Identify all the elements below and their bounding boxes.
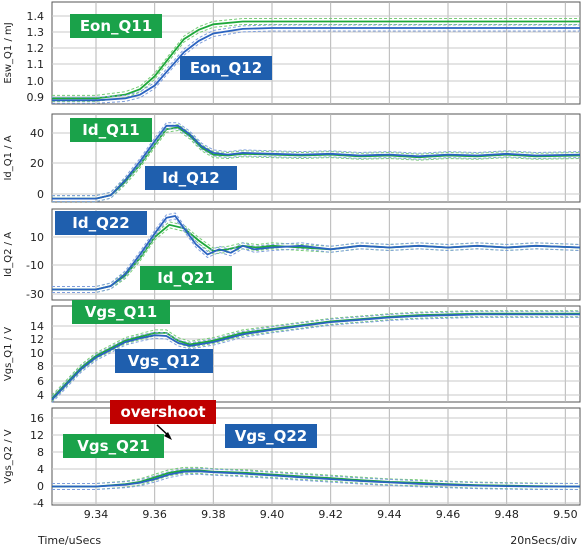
series-envelope-upper: [52, 212, 581, 287]
y-tick-label: 0.9: [27, 91, 45, 104]
series-label: Id_Q11: [82, 121, 139, 139]
y-tick-label: 1.0: [27, 75, 45, 88]
y-tick-label: 0: [37, 188, 44, 201]
series-label-box: [70, 14, 162, 38]
series-label: Id_Q22: [72, 214, 129, 232]
series-envelope-lower: [52, 128, 581, 203]
x-tick-label: 9.50: [553, 508, 578, 521]
series-label: Eon_Q11: [80, 17, 152, 35]
series-label-box: [115, 349, 213, 373]
series-envelope-lower: [51, 316, 580, 404]
series-label: Vgs_Q22: [235, 427, 307, 445]
x-axis-label: Time/uSecs: [38, 534, 102, 547]
series-label: Vgs_Q12: [128, 352, 200, 370]
y-axis-label: Esw_Q1 / mJ: [3, 22, 14, 83]
y-tick-label: 4: [37, 389, 44, 402]
y-axis-label: Id_Q2 / A: [3, 232, 14, 277]
y-tick-label: 1.2: [27, 42, 45, 55]
series-label: Vgs_Q11: [85, 303, 157, 321]
x-tick-label: 9.38: [201, 508, 226, 521]
series-label: Id_Q12: [162, 169, 219, 187]
series-label: Id_Q21: [157, 269, 214, 287]
y-tick-label: -30: [26, 288, 44, 301]
y-tick-label: 12: [30, 333, 44, 346]
series-line: [52, 124, 581, 200]
y-axis-label: Vgs_Q1 / V: [3, 327, 14, 381]
x-tick-label: 9.44: [377, 508, 402, 521]
x-tick-label: 9.36: [142, 508, 167, 521]
series-envelope-upper: [51, 310, 580, 396]
y-tick-label: 1.1: [27, 58, 45, 71]
y-tick-label: 4: [37, 463, 44, 476]
series-label-box: [55, 211, 147, 235]
series-line: [51, 313, 580, 401]
y-tick-label: 0: [37, 480, 44, 493]
series-label-box: [72, 300, 170, 324]
y-tick-label: 20: [30, 157, 44, 170]
series-label-box: [145, 166, 237, 190]
y-tick-label: 1.3: [27, 26, 45, 39]
series-label-box: [140, 266, 232, 290]
series-envelope-upper: [52, 467, 580, 484]
series-envelope-lower: [51, 316, 580, 402]
y-tick-label: 10: [30, 231, 44, 244]
x-tick-label: 9.40: [260, 508, 285, 521]
series-label: Vgs_Q21: [77, 437, 149, 455]
y-axis-label: Vgs_Q2 / V: [3, 429, 14, 483]
series-envelope-lower: [52, 218, 581, 293]
series-envelope-lower: [52, 129, 581, 203]
time-scale-label: 20nSecs/div: [510, 534, 577, 547]
x-tick-label: 9.48: [494, 508, 519, 521]
x-tick-label: 9.42: [318, 508, 343, 521]
y-tick-label: 40: [30, 127, 44, 140]
x-tick-label: 9.46: [436, 508, 461, 521]
series-envelope-lower: [52, 473, 580, 490]
series-envelope-upper: [51, 310, 580, 398]
series-label: Eon_Q12: [190, 59, 262, 77]
y-tick-label: 14: [30, 320, 44, 333]
y-tick-label: 10: [30, 347, 44, 360]
y-tick-label: -10: [26, 259, 44, 272]
y-tick-label: 16: [30, 412, 44, 425]
series-label-box: [63, 434, 164, 458]
y-tick-label: -4: [33, 497, 44, 510]
y-tick-label: 6: [37, 375, 44, 388]
series-label: overshoot: [120, 403, 205, 421]
series-line: [52, 20, 580, 100]
y-tick-label: 8: [37, 360, 44, 373]
overshoot-arrowhead: [164, 432, 172, 440]
series-line: [52, 470, 580, 488]
series-line: [52, 27, 580, 102]
series-label-box: [180, 56, 272, 80]
series-line: [52, 215, 581, 291]
series-envelope-upper: [52, 122, 581, 197]
x-tick-label: 9.34: [84, 508, 109, 521]
y-tick-label: 8: [37, 446, 44, 459]
series-label-box: [225, 424, 317, 448]
y-tick-label: 1.4: [27, 10, 45, 23]
series-label-box: [70, 118, 152, 142]
y-axis-label: Id_Q1 / A: [3, 135, 14, 180]
y-tick-label: 12: [30, 429, 44, 442]
series-label-box: [110, 400, 216, 424]
